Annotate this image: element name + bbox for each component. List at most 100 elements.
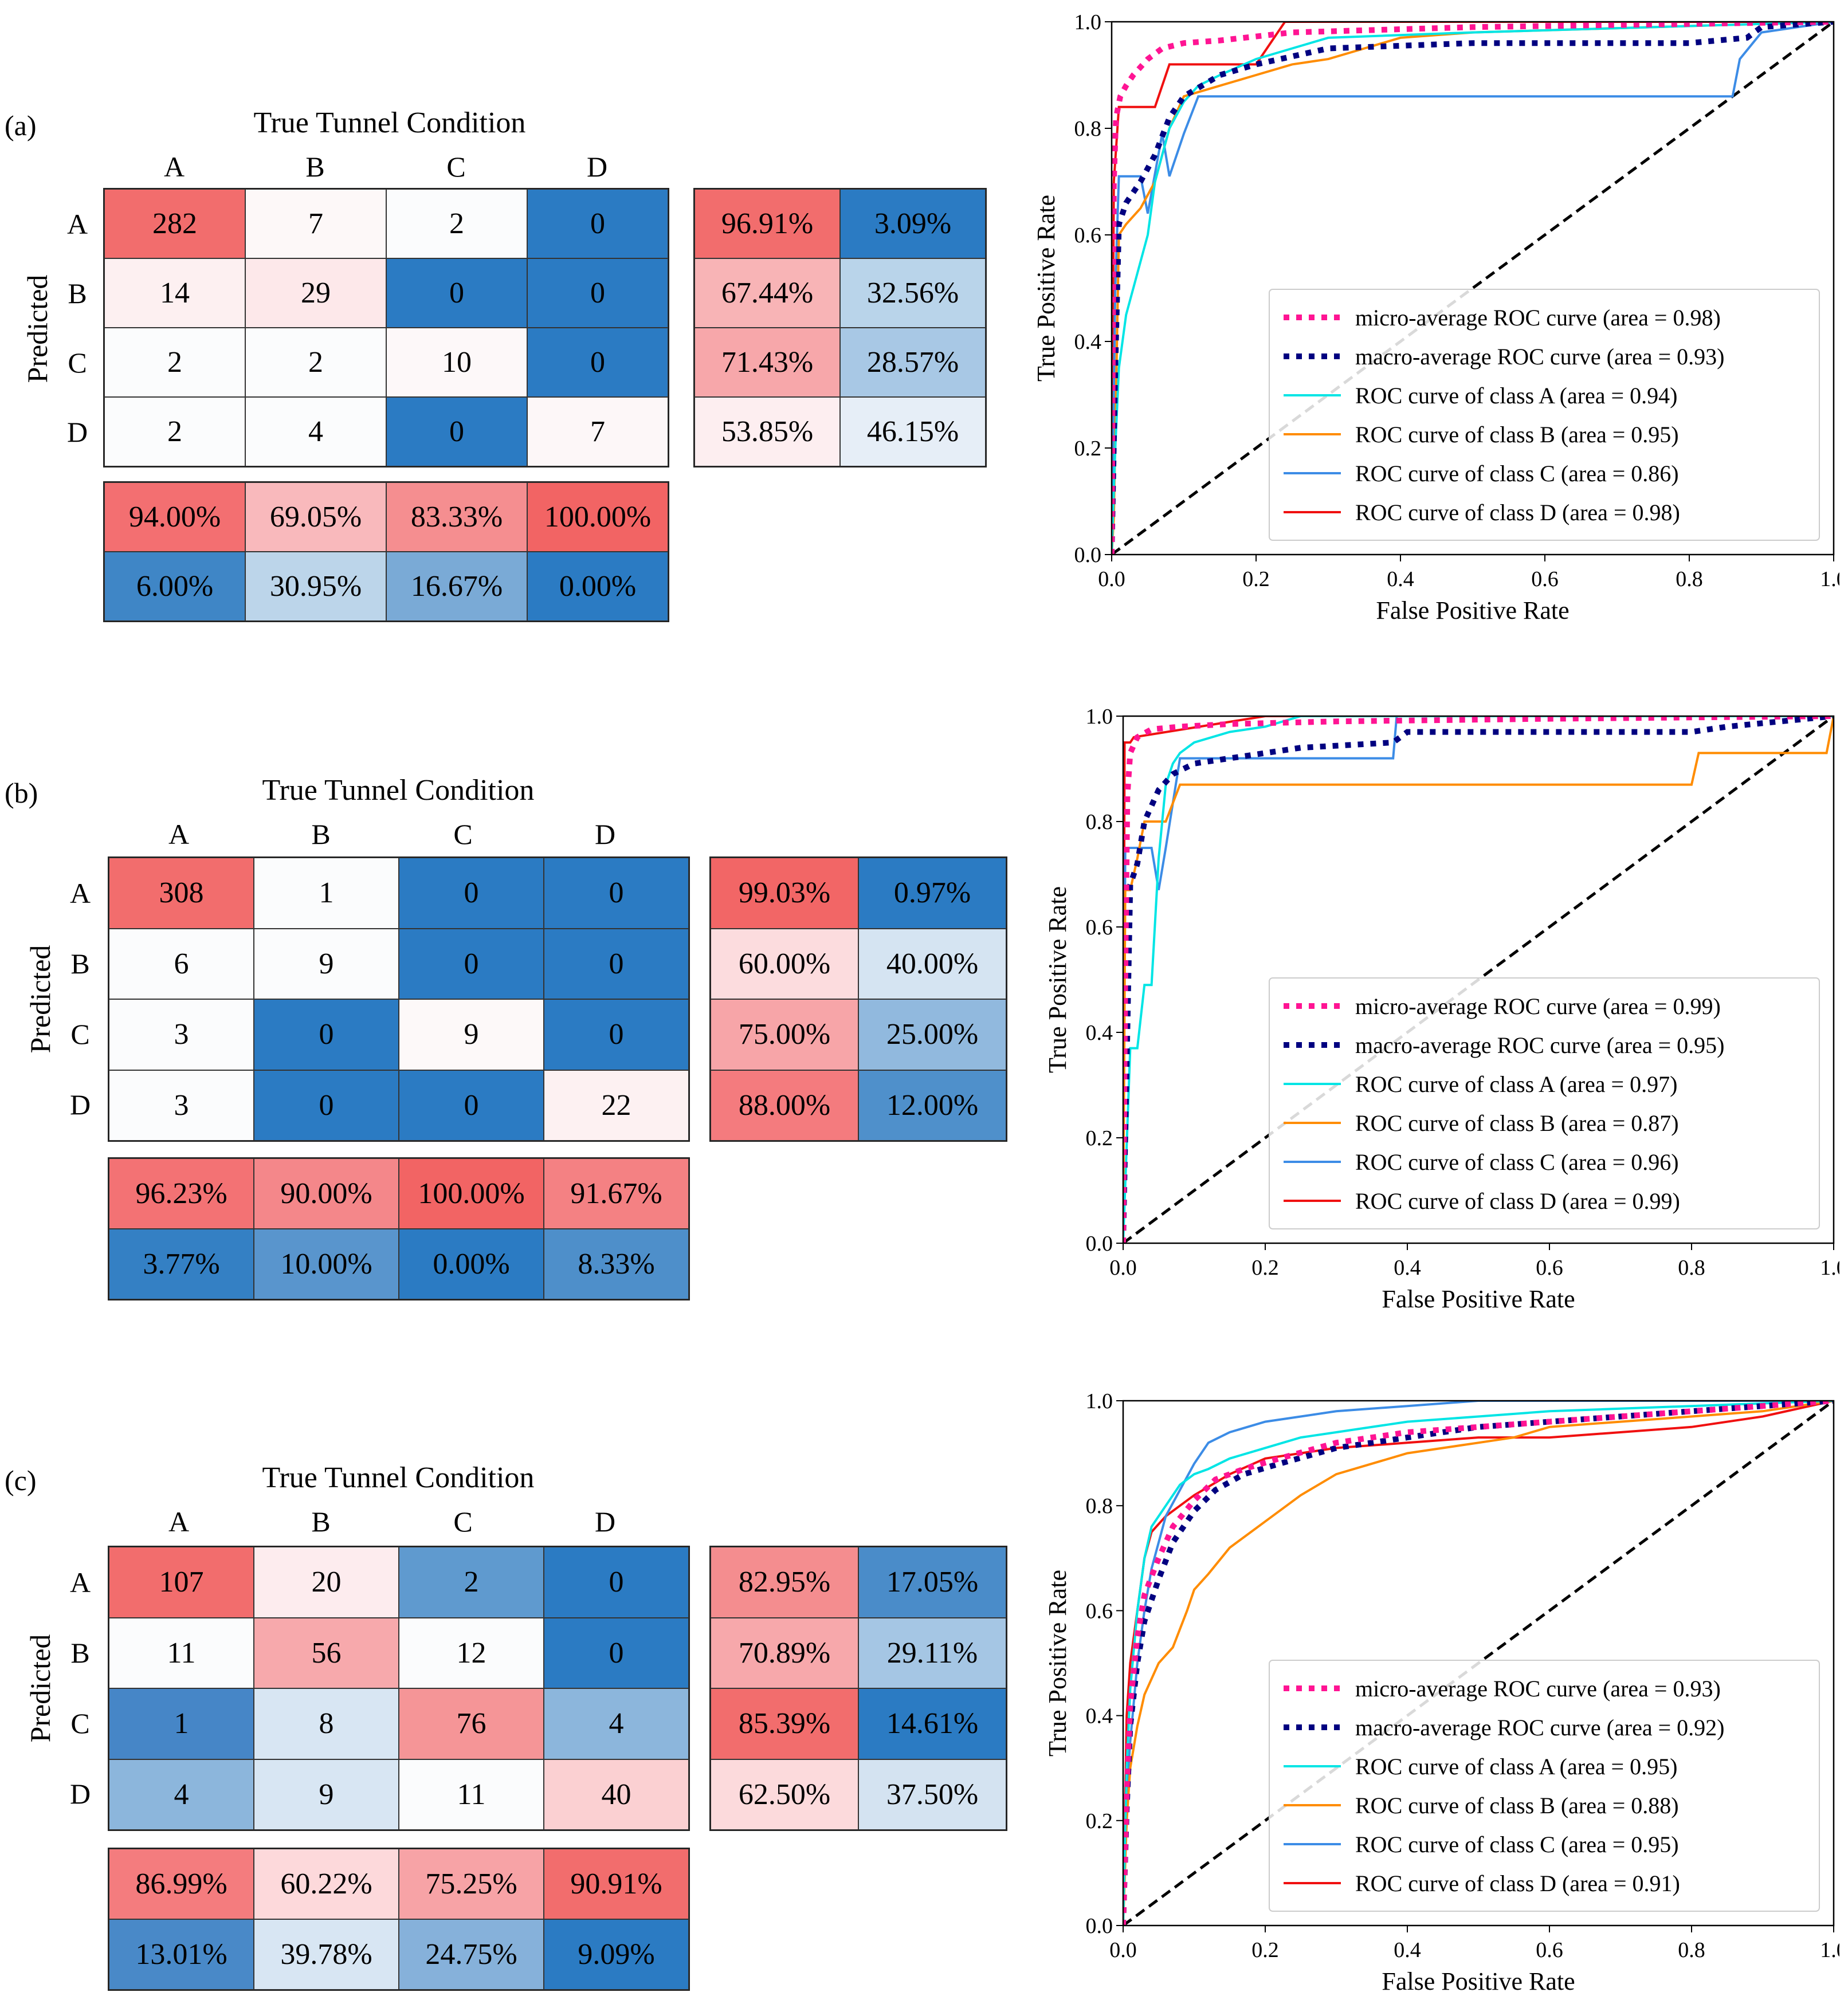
matrix-cell: 0 bbox=[544, 1547, 689, 1618]
matrix-cell: 0 bbox=[399, 928, 544, 999]
row-stat-cell: 3.09% bbox=[840, 189, 986, 258]
matrix-cell: 3 bbox=[109, 1070, 254, 1141]
matrix-cell: 0 bbox=[527, 258, 668, 328]
matrix-cell: 0 bbox=[527, 189, 668, 258]
legend-label: macro-average ROC curve (area = 0.93) bbox=[1355, 344, 1724, 370]
panel-label-a: (a) bbox=[5, 109, 37, 142]
row-stat-cell: 0.97% bbox=[858, 858, 1006, 929]
legend-label: ROC curve of class C (area = 0.96) bbox=[1355, 1149, 1679, 1175]
matrix-cell: 7 bbox=[245, 189, 386, 258]
row-head-b-1: B bbox=[70, 948, 90, 980]
roc-series-line bbox=[1123, 1401, 1834, 1926]
col-stat-cell: 6.00% bbox=[104, 552, 245, 621]
row-head-a-1: B bbox=[68, 277, 87, 309]
col-stat-cell: 96.23% bbox=[109, 1158, 254, 1229]
x-tick-label: 0.4 bbox=[1394, 1938, 1421, 1962]
col-stat-cell: 39.78% bbox=[254, 1919, 399, 1990]
col-stat-cell: 83.33% bbox=[386, 482, 527, 552]
x-axis-label: False Positive Rate bbox=[1376, 596, 1569, 624]
x-tick-label: 0.8 bbox=[1676, 567, 1703, 591]
matrix-cell: 0 bbox=[399, 1070, 544, 1141]
legend-label: micro-average ROC curve (area = 0.93) bbox=[1355, 1676, 1721, 1702]
row-stat-cell: 85.39% bbox=[711, 1688, 858, 1759]
roc-chart-b: 0.0 0.2 0.4 0.6 0.8 1.0 0.0 0.2 0.4 0.6 0.8 1.0 Fals… bbox=[1026, 705, 1839, 1318]
col-head-a-2: C bbox=[446, 151, 466, 183]
matrix-cell: 0 bbox=[399, 858, 544, 929]
roc-series-line bbox=[1123, 716, 1834, 1243]
col-stat-cell: 86.99% bbox=[109, 1849, 254, 1919]
col-stats-c: 86.99% 60.22% 75.25% 90.91% 13.01% 39.78% 24.7… bbox=[108, 1848, 690, 1991]
row-stat-cell: 37.50% bbox=[858, 1759, 1006, 1830]
y-tick-label: 0.2 bbox=[1086, 1809, 1113, 1833]
matrix-cell: 0 bbox=[254, 1070, 399, 1141]
col-head-b-0: A bbox=[168, 818, 190, 850]
x-tick-label: 0.2 bbox=[1242, 567, 1270, 591]
legend-label: ROC curve of class B (area = 0.87) bbox=[1355, 1110, 1679, 1136]
legend-label: macro-average ROC curve (area = 0.92) bbox=[1355, 1715, 1724, 1740]
col-head-c-2: C bbox=[453, 1506, 473, 1538]
row-head-b-3: D bbox=[69, 1089, 91, 1121]
col-head-a-1: B bbox=[305, 151, 325, 183]
x-tick-label: 0.0 bbox=[1109, 1256, 1137, 1280]
row-stat-cell: 88.00% bbox=[711, 1070, 858, 1141]
row-head-a-0: A bbox=[66, 208, 88, 240]
matrix-cell: 1 bbox=[109, 1688, 254, 1759]
y-tick-label: 1.0 bbox=[1086, 1389, 1113, 1413]
cm-title-a: True Tunnel Condition bbox=[253, 107, 526, 139]
matrix-cell: 282 bbox=[104, 189, 245, 258]
matrix-cell: 0 bbox=[527, 328, 668, 397]
row-stat-cell: 40.00% bbox=[858, 928, 1006, 999]
x-axis-label: False Positive Rate bbox=[1382, 1285, 1575, 1313]
y-tick-label: 0.0 bbox=[1086, 1914, 1113, 1938]
row-stat-cell: 70.89% bbox=[711, 1617, 858, 1688]
matrix-cell: 0 bbox=[544, 999, 689, 1070]
legend: micro-average ROC curve (area = 0.98) mac… bbox=[1269, 289, 1820, 541]
legend-label: ROC curve of class B (area = 0.88) bbox=[1355, 1793, 1679, 1818]
y-axis-label: True Positive Rate bbox=[1032, 195, 1060, 382]
row-stat-cell: 14.61% bbox=[858, 1688, 1006, 1759]
matrix-cell: 8 bbox=[254, 1688, 399, 1759]
plot-frame bbox=[1111, 21, 1835, 556]
legend-label: ROC curve of class C (area = 0.95) bbox=[1355, 1832, 1679, 1857]
roc-chart-a: 0.0 0.2 0.4 0.6 0.8 1.0 0.0 0.2 0.4 0.6 0.8 1.0 Fals… bbox=[1014, 10, 1839, 629]
legend: micro-average ROC curve (area = 0.99) mac… bbox=[1269, 977, 1820, 1229]
x-tick-label: 0.0 bbox=[1109, 1938, 1137, 1962]
row-stats-b: 99.03% 0.97% 60.00% 40.00% 75.00% 25.00% 88.00… bbox=[709, 856, 1007, 1142]
matrix-cell: 2 bbox=[399, 1547, 544, 1618]
legend-label: micro-average ROC curve (area = 0.99) bbox=[1355, 993, 1721, 1019]
cm-title-c: True Tunnel Condition bbox=[262, 1461, 535, 1494]
matrix-cell: 20 bbox=[254, 1547, 399, 1618]
y-tick-label: 0.0 bbox=[1086, 1232, 1113, 1256]
cm-ylabel-a: Predicted bbox=[21, 274, 53, 383]
matrix-cell: 11 bbox=[109, 1617, 254, 1688]
row-head-c-3: D bbox=[69, 1778, 91, 1810]
roc-svg: 0.0 0.2 0.4 0.6 0.8 1.0 0.0 0.2 0.4 0.6 0.8 1.0 Fals… bbox=[1043, 705, 1839, 1313]
row-stat-cell: 82.95% bbox=[711, 1547, 858, 1618]
x-tick-label: 0.8 bbox=[1678, 1938, 1705, 1962]
roc-series-line bbox=[1112, 22, 1834, 555]
matrix-cell: 0 bbox=[544, 1617, 689, 1688]
row-head-a-2: C bbox=[68, 347, 87, 379]
matrix-cell: 9 bbox=[399, 999, 544, 1070]
matrix-cell: 40 bbox=[544, 1759, 689, 1830]
row-stat-cell: 25.00% bbox=[858, 999, 1006, 1070]
y-tick-label: 0.8 bbox=[1086, 1494, 1113, 1518]
matrix-cell: 0 bbox=[544, 858, 689, 929]
x-tick-label: 1.0 bbox=[1820, 1256, 1839, 1280]
matrix-cell: 22 bbox=[544, 1070, 689, 1141]
col-stat-cell: 94.00% bbox=[104, 482, 245, 552]
col-head-c-3: D bbox=[594, 1506, 616, 1538]
row-head-c-1: B bbox=[70, 1637, 90, 1669]
roc-series-line bbox=[1112, 22, 1834, 555]
col-head-c-0: A bbox=[168, 1506, 190, 1538]
y-axis-label: True Positive Rate bbox=[1043, 886, 1072, 1073]
roc-series-line bbox=[1112, 22, 1834, 555]
row-head-b-2: C bbox=[70, 1018, 90, 1050]
matrix-cell: 12 bbox=[399, 1617, 544, 1688]
legend-label: ROC curve of class A (area = 0.94) bbox=[1355, 383, 1677, 408]
roc-svg: 0.0 0.2 0.4 0.6 0.8 1.0 0.0 0.2 0.4 0.6 0.8 1.0 Fals… bbox=[1043, 1389, 1839, 1995]
col-head-a-3: D bbox=[586, 151, 608, 183]
roc-series-line bbox=[1123, 1401, 1834, 1926]
col-stat-cell: 13.01% bbox=[109, 1919, 254, 1990]
panel-label-c: (c) bbox=[5, 1464, 37, 1496]
